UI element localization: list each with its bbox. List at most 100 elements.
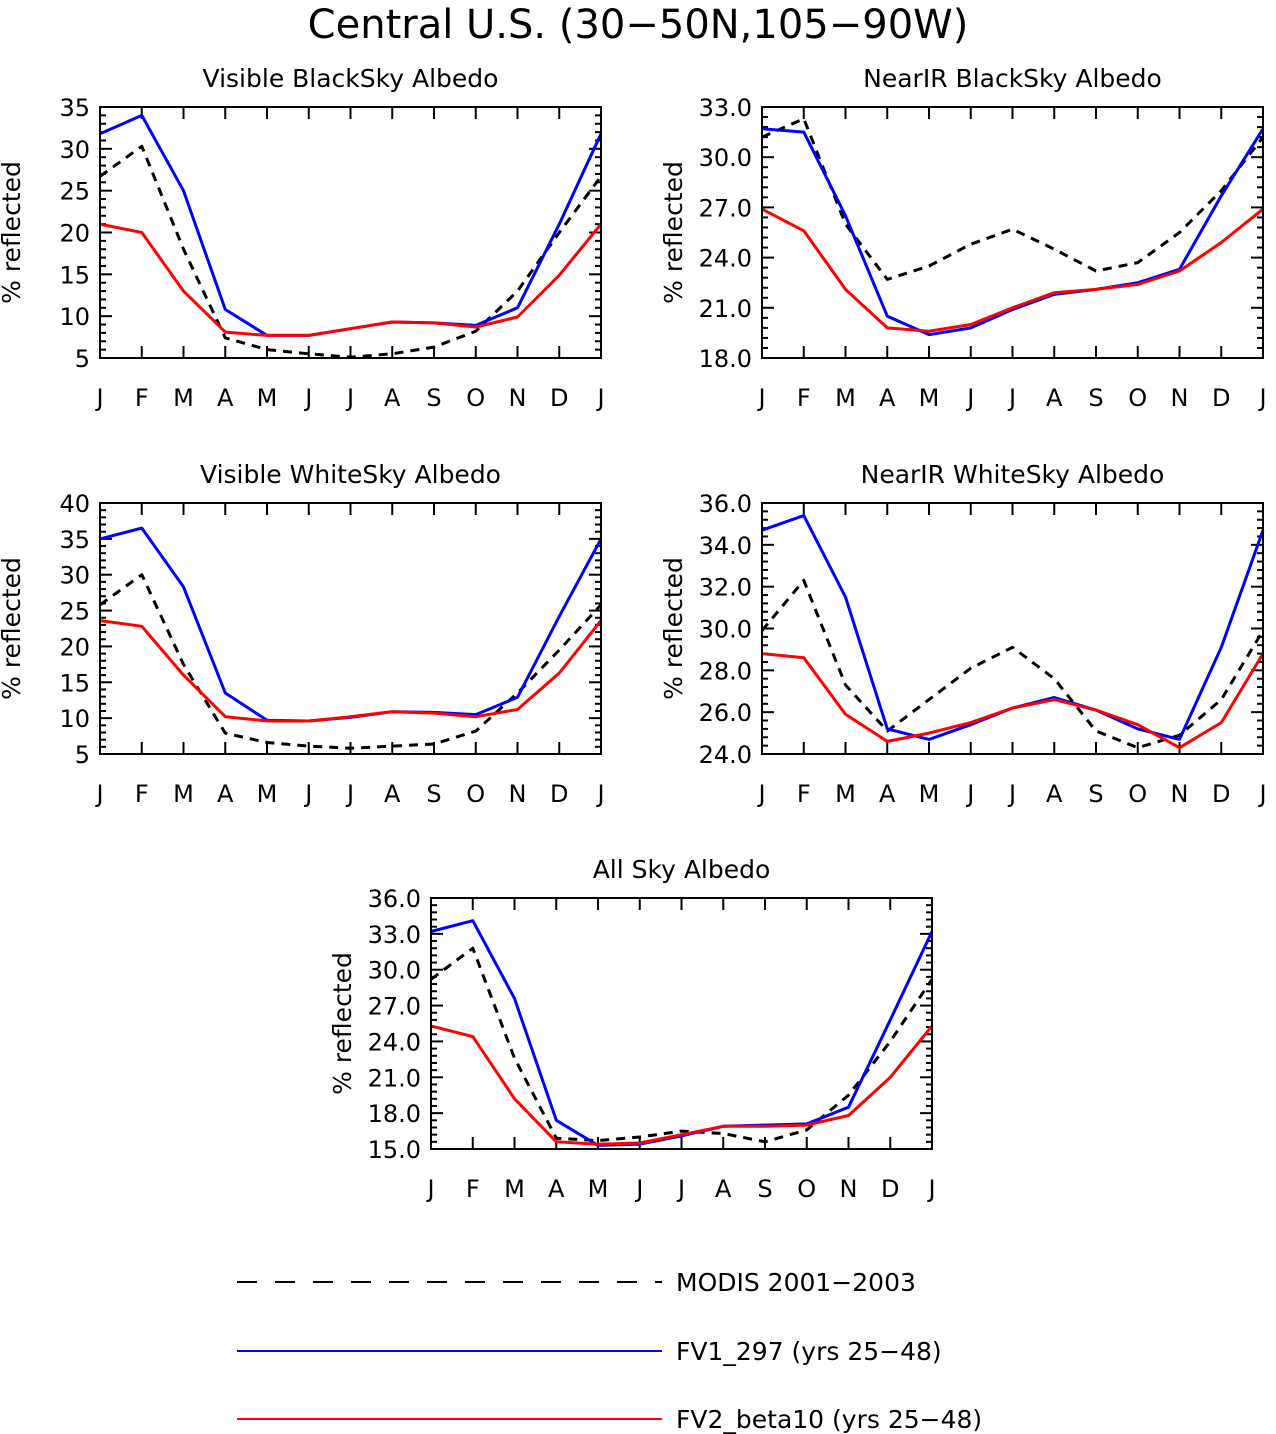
x-tick-label: A [384, 780, 401, 808]
panel-title: NearIR WhiteSky Albedo [861, 460, 1165, 489]
x-tick-label: M [504, 1175, 525, 1203]
x-tick-label: J [94, 384, 103, 412]
y-tick-label: 24.0 [368, 1028, 421, 1056]
x-tick-label: J [595, 384, 604, 412]
x-tick-label: J [595, 780, 604, 808]
y-tick-label: 30.0 [699, 144, 752, 172]
x-tick-label: S [1088, 384, 1103, 412]
y-tick-label: 24.0 [699, 741, 752, 769]
x-tick-label: D [550, 384, 568, 412]
y-tick-label: 15.0 [368, 1136, 421, 1164]
x-tick-label: J [634, 1175, 643, 1203]
y-tick-label: 40 [59, 490, 90, 518]
y-tick-label: 10 [59, 705, 90, 733]
series-line-modis [430, 946, 934, 1144]
x-tick-label: J [1257, 780, 1266, 808]
x-tick-label: J [756, 780, 765, 808]
series-line-fv1 [761, 514, 1265, 741]
chart-panel-4: NearIR WhiteSky Albedo % reflected 24.0 26.… [659, 460, 1267, 808]
x-tick-label: A [217, 780, 234, 808]
x-tick-label: D [881, 1175, 899, 1203]
series-line-fv1 [99, 526, 603, 723]
x-tick-label: O [466, 384, 485, 412]
x-tick-label: M [835, 780, 856, 808]
y-tick-label: 15 [59, 669, 90, 697]
series-line-modis [761, 117, 1265, 281]
x-tick-label: J [303, 384, 312, 412]
y-axis-label: % reflected [659, 557, 688, 700]
series-line-modis [99, 573, 603, 750]
x-tick-label: F [797, 384, 811, 412]
y-tick-label: 18.0 [368, 1100, 421, 1128]
panel-title: All Sky Albedo [593, 855, 771, 884]
y-axis-label: % reflected [659, 161, 688, 304]
x-tick-label: D [1212, 384, 1230, 412]
legend-label-modis: MODIS 2001−2003 [676, 1268, 916, 1297]
x-tick-label: A [384, 384, 401, 412]
x-tick-label: J [345, 384, 354, 412]
x-tick-label: M [173, 384, 194, 412]
x-tick-label: A [217, 384, 234, 412]
y-tick-label: 30.0 [699, 616, 752, 644]
y-tick-label: 15 [59, 261, 90, 289]
x-tick-label: J [303, 780, 312, 808]
y-tick-label: 20 [59, 220, 90, 248]
plot-frame [430, 897, 933, 1150]
x-tick-label: A [1046, 384, 1063, 412]
y-axis-label: % reflected [0, 161, 26, 304]
y-tick-label: 35 [59, 94, 90, 122]
main-title: Central U.S. (30−50N,105−90W) [308, 2, 969, 48]
y-tick-label: 5 [75, 741, 90, 769]
y-tick-label: 20 [59, 633, 90, 661]
x-tick-label: J [926, 1175, 935, 1203]
y-tick-label: 18.0 [699, 345, 752, 373]
series-line-fv2 [761, 652, 1265, 750]
x-tick-label: J [94, 780, 103, 808]
series-line-fv2 [99, 222, 603, 337]
y-tick-label: 25 [59, 598, 90, 626]
x-tick-label: J [965, 384, 974, 412]
x-tick-label: A [1046, 780, 1063, 808]
x-tick-label: S [757, 1175, 772, 1203]
x-tick-label: N [840, 1175, 858, 1203]
series-line-fv2 [761, 207, 1264, 333]
y-tick-label: 36.0 [699, 490, 752, 518]
legend-label-fv2: FV2_beta10 (yrs 25−48) [676, 1405, 982, 1434]
y-tick-label: 10 [59, 303, 90, 331]
x-tick-label: M [257, 780, 278, 808]
x-tick-label: D [550, 780, 568, 808]
series-line-fv1 [761, 127, 1265, 337]
chart-panel-1: Visible BlackSky Albedo % reflected 5 10 15 2… [0, 64, 605, 412]
y-tick-label: 33.0 [368, 921, 421, 949]
panels: Visible BlackSky Albedo % reflected 5 10 15 2… [0, 64, 1267, 1203]
y-tick-label: 30.0 [368, 957, 421, 985]
x-tick-label: F [466, 1175, 480, 1203]
x-tick-label: N [1171, 384, 1189, 412]
chart-panel-5: All Sky Albedo % reflected 15.0 18.0 21.0 24.… [328, 855, 936, 1203]
x-tick-label: A [879, 384, 896, 412]
y-tick-label: 35 [59, 526, 90, 554]
y-tick-label: 5 [75, 345, 90, 373]
x-tick-label: F [135, 384, 149, 412]
x-tick-label: M [257, 384, 278, 412]
panel-title: NearIR BlackSky Albedo [863, 64, 1162, 93]
x-tick-label: J [1007, 384, 1016, 412]
chart-panel-3: Visible WhiteSky Albedo % reflected 5 10 15 2… [0, 460, 605, 808]
x-tick-label: A [715, 1175, 732, 1203]
x-tick-label: O [797, 1175, 816, 1203]
x-tick-label: O [1128, 384, 1147, 412]
x-tick-label: O [1128, 780, 1147, 808]
x-tick-label: S [426, 384, 441, 412]
plot-frame [99, 106, 602, 359]
y-tick-label: 21.0 [699, 295, 752, 323]
x-tick-label: J [965, 780, 974, 808]
series-line-fv2 [430, 1024, 934, 1146]
legend-label-fv1: FV1_297 (yrs 25−48) [676, 1337, 942, 1366]
series-line-modis [760, 578, 1265, 750]
x-tick-label: J [756, 384, 765, 412]
x-tick-label: J [676, 1175, 685, 1203]
x-tick-label: F [797, 780, 811, 808]
x-tick-label: A [879, 780, 896, 808]
x-tick-label: J [1007, 780, 1016, 808]
x-tick-label: J [345, 780, 354, 808]
